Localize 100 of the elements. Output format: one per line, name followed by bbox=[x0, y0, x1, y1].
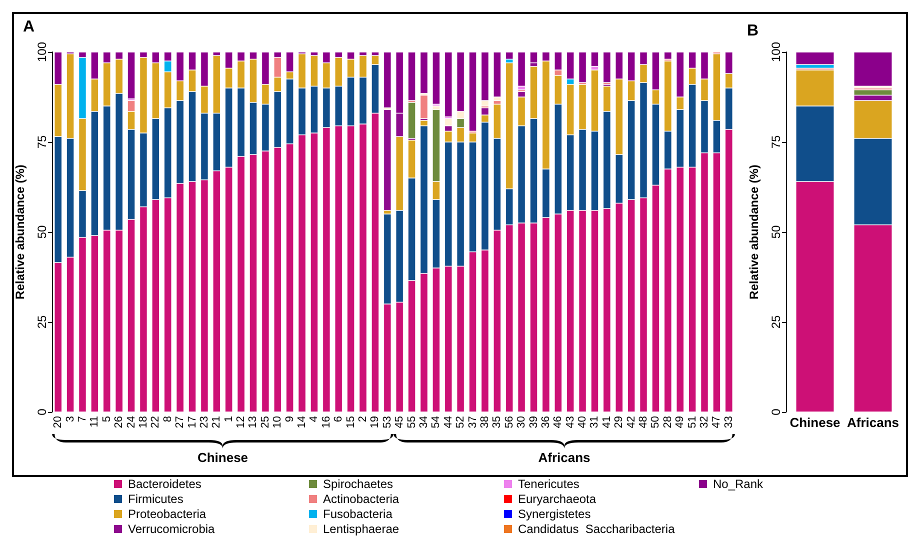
bar bbox=[518, 52, 526, 86]
legend-label: Proteobacteria bbox=[128, 507, 206, 521]
y-tick-label: 75 bbox=[769, 135, 783, 149]
x-tick-label: 1 bbox=[222, 416, 235, 422]
x-tick-label: 27 bbox=[174, 416, 186, 428]
bar bbox=[506, 52, 514, 60]
x-tick-label: 48 bbox=[638, 416, 650, 428]
x-tick-label: 53 bbox=[381, 416, 394, 428]
x-tick-label: 14 bbox=[296, 416, 308, 428]
x-tick-label: 19 bbox=[369, 416, 382, 428]
y-axis-title: Relative abundance (%) bbox=[747, 164, 761, 300]
y-tick-label: 100 bbox=[35, 42, 49, 62]
chart-title: A bbox=[23, 18, 35, 36]
x-tick-label: 23 bbox=[198, 416, 210, 428]
x-tick-label: 2 bbox=[357, 416, 370, 422]
x-tick-label: 51 bbox=[686, 416, 698, 428]
y-tick-label: 75 bbox=[35, 135, 49, 149]
chart-title: B bbox=[747, 22, 759, 40]
legend-label: Lentisphaerae bbox=[323, 522, 400, 536]
x-tick-label: 10 bbox=[272, 416, 284, 428]
x-tick-label: 18 bbox=[137, 416, 150, 428]
legend-label: Candidatus Saccharibacteria bbox=[518, 522, 676, 536]
x-tick-label: 5 bbox=[100, 416, 113, 422]
y-tick-label: 100 bbox=[769, 42, 783, 62]
bar bbox=[854, 52, 892, 86]
x-tick-label: 12 bbox=[235, 416, 248, 428]
bar bbox=[420, 95, 428, 119]
x-tick-label: 6 bbox=[332, 416, 345, 422]
x-tick-label: 21 bbox=[210, 416, 223, 428]
x-tick-label: 32 bbox=[698, 416, 711, 428]
bar bbox=[590, 52, 599, 66]
x-tick-label: 50 bbox=[650, 416, 662, 428]
x-tick-label: 44 bbox=[442, 416, 454, 428]
x-tick-label: 26 bbox=[113, 416, 126, 428]
x-tick-label: 41 bbox=[600, 416, 613, 428]
x-tick-label: 43 bbox=[564, 416, 576, 428]
legend-label: No_Rank bbox=[713, 477, 764, 491]
legend-label: Tenericutes bbox=[518, 477, 580, 491]
legend-label: Firmicutes bbox=[128, 492, 184, 506]
x-tick-label: Chinese bbox=[790, 415, 840, 430]
x-tick-label: 36 bbox=[540, 416, 552, 428]
x-tick-label: 13 bbox=[247, 416, 260, 428]
y-tick-label: 25 bbox=[35, 315, 49, 329]
bar bbox=[493, 52, 501, 97]
x-tick-label: 29 bbox=[613, 416, 626, 428]
legend-label: Spirochaetes bbox=[323, 477, 394, 491]
x-tick-label: 24 bbox=[125, 416, 138, 428]
x-tick-label: 9 bbox=[284, 416, 296, 422]
bar bbox=[530, 52, 538, 63]
y-tick-label: 0 bbox=[769, 408, 783, 416]
bar bbox=[578, 52, 586, 83]
x-tick-label: 54 bbox=[430, 416, 442, 428]
y-tick-label: 50 bbox=[769, 225, 783, 239]
y-tick-label: 50 bbox=[35, 225, 49, 239]
x-tick-label: 31 bbox=[588, 416, 601, 428]
x-tick-label: 46 bbox=[552, 416, 564, 428]
x-tick-label: 49 bbox=[674, 416, 686, 428]
x-tick-label: 7 bbox=[76, 416, 88, 422]
x-tick-label: 4 bbox=[308, 416, 320, 422]
x-tick-label: 37 bbox=[466, 416, 479, 428]
x-tick-label: 17 bbox=[186, 416, 198, 428]
bar bbox=[796, 52, 834, 65]
x-tick-label: 15 bbox=[344, 416, 357, 428]
x-tick-label: 20 bbox=[52, 416, 64, 428]
x-tick-label: 16 bbox=[320, 416, 332, 428]
y-axis-title: Relative abundance (%) bbox=[13, 164, 27, 300]
x-tick-label: 39 bbox=[528, 416, 540, 428]
x-tick-label: 45 bbox=[394, 416, 406, 428]
bar bbox=[603, 52, 611, 83]
legend-label: Verrucomicrobia bbox=[128, 522, 216, 536]
x-tick-label: 35 bbox=[491, 416, 504, 428]
x-tick-label: 47 bbox=[710, 416, 723, 428]
x-tick-label: 30 bbox=[516, 416, 528, 428]
bar bbox=[408, 102, 416, 138]
y-tick-label: 25 bbox=[769, 315, 783, 329]
text: Africans bbox=[537, 450, 592, 465]
x-tick-label: 42 bbox=[625, 416, 638, 428]
x-tick-label: 33 bbox=[722, 416, 735, 428]
legend-label: Euryarchaeota bbox=[518, 492, 596, 506]
x-tick-label: 22 bbox=[150, 416, 162, 428]
x-tick-label: 55 bbox=[406, 416, 418, 428]
x-tick-label: 52 bbox=[454, 416, 467, 428]
x-tick-label: Africans bbox=[846, 415, 900, 430]
text: Chinese bbox=[196, 450, 250, 465]
x-tick-label: 3 bbox=[64, 416, 76, 422]
legend-label: Synergistetes bbox=[518, 507, 591, 521]
bar bbox=[408, 52, 416, 101]
x-tick-label: 38 bbox=[478, 416, 491, 428]
x-tick-label: 34 bbox=[418, 416, 430, 428]
bar bbox=[420, 52, 428, 94]
x-tick-label: 11 bbox=[88, 416, 101, 428]
legend-label: Fusobacteria bbox=[323, 507, 393, 521]
x-tick-label: 28 bbox=[662, 416, 674, 428]
legend-label: Bacteroidetes bbox=[128, 477, 202, 491]
x-tick-label: 25 bbox=[259, 416, 272, 428]
x-tick-label: 8 bbox=[162, 416, 174, 422]
x-tick-label: 56 bbox=[503, 416, 516, 428]
y-tick-label: 0 bbox=[35, 408, 49, 416]
x-tick-label: 40 bbox=[576, 416, 589, 428]
legend-label: Actinobacteria bbox=[323, 492, 400, 506]
